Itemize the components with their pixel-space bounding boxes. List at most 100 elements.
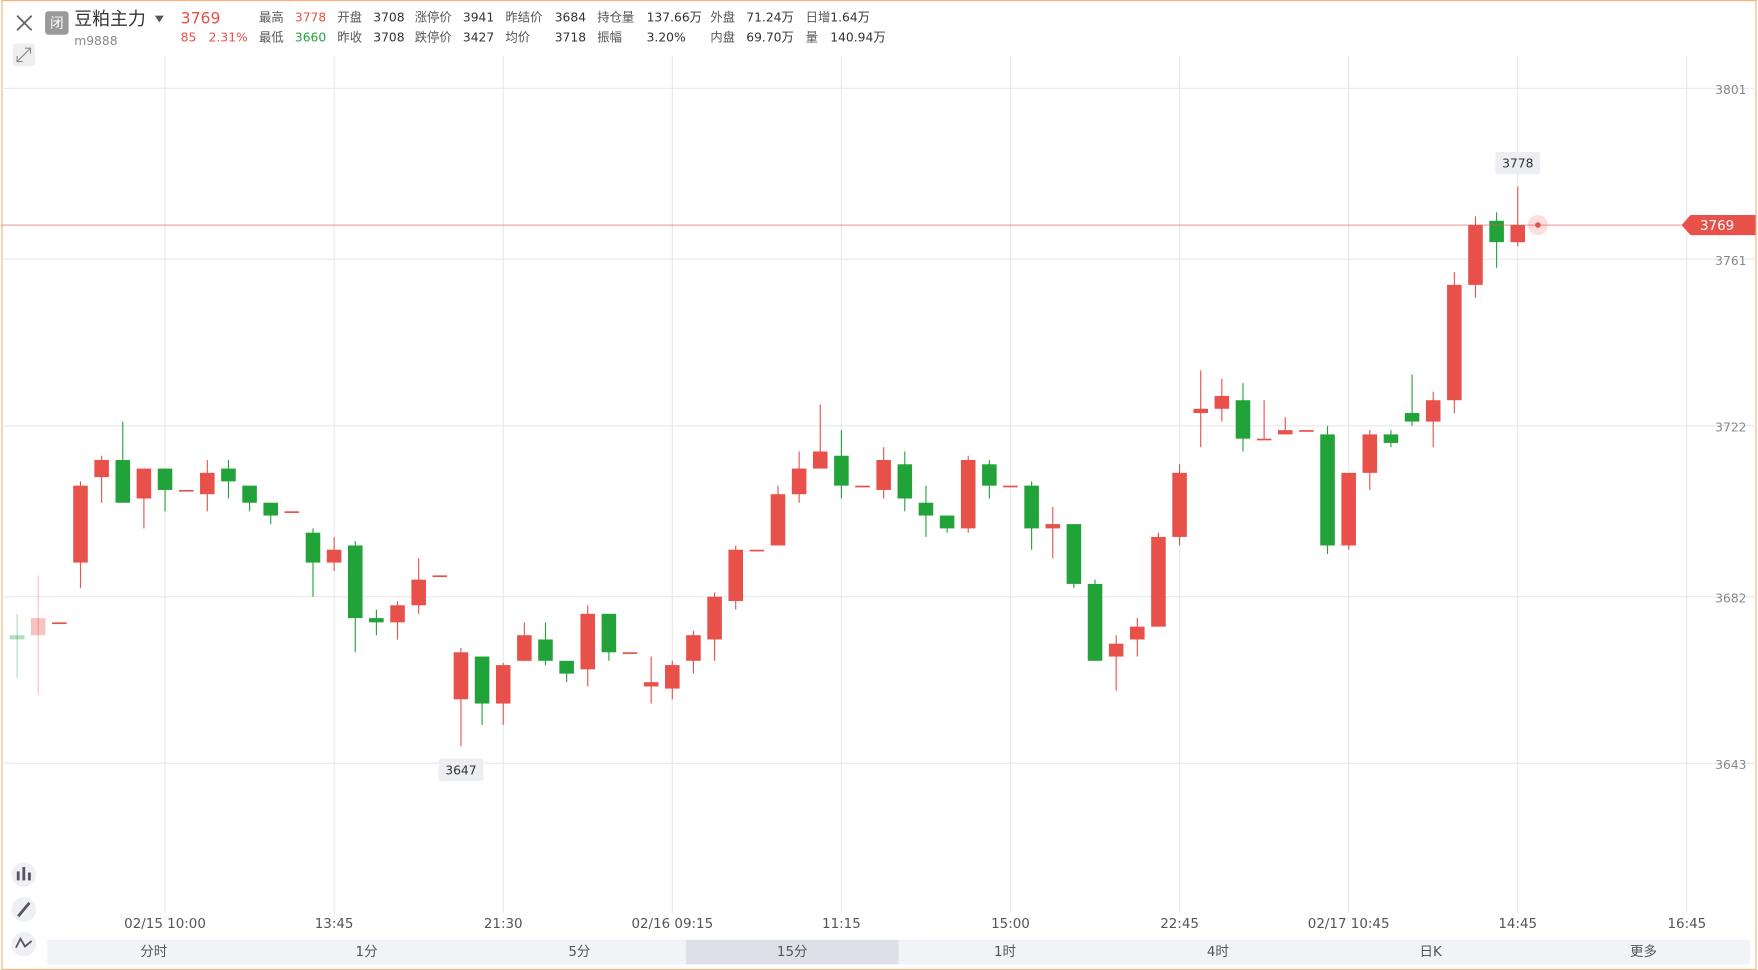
quote-fields: 最高 3778 开盘 3708 涨停价 3941 昨结价 3684 持仓量 137.66万 外盘 71… [259, 9, 886, 44]
candle-body [1383, 434, 1399, 443]
candle-body [918, 502, 934, 516]
candle-body [495, 665, 511, 704]
extreme-label-box [1495, 151, 1541, 175]
field-value: 3.20% [647, 31, 686, 45]
period-tabs: 分时 1分 5分 15分 1时 4时 日K 更多 [47, 939, 1750, 965]
candle-body [728, 549, 743, 602]
x-tick-label: 02/17 10:45 [1308, 917, 1390, 932]
candle-body [1024, 485, 1039, 529]
candle-body [770, 494, 786, 546]
field-value: 140.94万 [830, 31, 885, 45]
y-tick-label: 3722 [1715, 421, 1746, 435]
candle-body [1066, 524, 1082, 584]
plot-area: 3643 3682 3722 3761 3801 02/15 10:00 13:45 21:3… [1, 56, 1757, 932]
candle-body [1214, 395, 1230, 409]
tab[interactable]: 1时 [994, 944, 1016, 960]
candle-body [1003, 485, 1018, 488]
toolbar-icons: 闭 豆粕主力 m9888 3769 85 2.31% [12, 9, 248, 67]
candle-body [897, 464, 913, 499]
candle-body [1045, 524, 1061, 529]
candle-body [517, 635, 532, 661]
field-value: 3427 [463, 31, 494, 45]
candle-body [580, 613, 596, 670]
candle-body [1235, 400, 1251, 439]
extreme-label-box [438, 758, 484, 781]
last-price-label: 3769 [1700, 219, 1734, 234]
candle-body [157, 468, 173, 490]
field-label: 持仓量 [597, 9, 634, 24]
tab[interactable]: 日K [1420, 945, 1443, 960]
candle-body [474, 656, 490, 704]
candle-body [432, 575, 448, 578]
candle-body [1193, 408, 1208, 414]
candle-body [221, 468, 236, 482]
field-label: 最低 [259, 31, 284, 45]
candle-body [876, 460, 891, 490]
candle-body [1299, 430, 1314, 432]
candle-body [1130, 626, 1145, 640]
candle-body [686, 635, 701, 661]
field-label: 量 [806, 31, 818, 45]
last-price-tag [1681, 214, 1756, 236]
close-button[interactable] [16, 15, 33, 31]
side-tools [11, 862, 37, 957]
candle-body [200, 472, 215, 495]
field-label: 最高 [259, 9, 284, 24]
y-tick-label: 3643 [1715, 758, 1746, 772]
candle-body [1256, 438, 1272, 441]
candle-body [115, 460, 131, 503]
candle-body [30, 618, 46, 636]
field-label: 内盘 [710, 30, 735, 45]
candle-body [707, 596, 722, 640]
status-text: 闭 [50, 16, 63, 32]
tool-icon [15, 936, 33, 948]
tab[interactable]: 15分 [777, 944, 808, 960]
candle-body [559, 660, 574, 674]
y-tick-label: 3761 [1715, 254, 1746, 268]
candle-body [52, 622, 67, 625]
last-price-dot [1535, 222, 1541, 228]
x-tick-label: 16:45 [1667, 917, 1706, 932]
tab[interactable]: 1分 [356, 944, 378, 960]
candle-body [94, 460, 109, 478]
tool-icon [16, 866, 31, 881]
x-tick-label: 15:00 [991, 917, 1030, 932]
field-value: 3660 [295, 31, 327, 45]
tab[interactable]: 更多 [1630, 943, 1657, 960]
field-label: 外盘 [710, 9, 735, 24]
contract-code: m9888 [74, 34, 117, 48]
extreme-label: 3647 [445, 763, 476, 777]
candle-body [1172, 472, 1187, 537]
field-label: 振幅 [597, 30, 622, 45]
field-value: 1.64万 [830, 10, 870, 24]
x-tick-label: 22:45 [1160, 917, 1199, 932]
candle-body [812, 451, 828, 469]
candle-body [960, 460, 976, 529]
dropdown-arrow[interactable] [154, 15, 164, 23]
tool-icon [17, 901, 31, 918]
tab[interactable]: 5分 [568, 944, 590, 960]
status-badge [45, 11, 69, 35]
candle-body [791, 468, 807, 495]
candle-body [939, 515, 955, 529]
candle-body [1320, 434, 1335, 546]
field-value: 3708 [373, 10, 404, 24]
candle-body [982, 464, 997, 486]
extreme-label: 3778 [1502, 157, 1533, 171]
candle-body [326, 549, 342, 563]
candle-body [305, 532, 321, 563]
candle-body [242, 485, 257, 503]
field-label: 昨收 [337, 31, 362, 45]
last-price: 3769 [181, 9, 221, 28]
contract-name[interactable]: 豆粕主力 [74, 9, 146, 30]
x-tick-label: 02/16 09:15 [631, 917, 713, 932]
candle-body [136, 468, 152, 499]
tab[interactable]: 4时 [1207, 944, 1229, 960]
candle-body [643, 682, 659, 687]
field-value: 3941 [463, 10, 494, 24]
candle-body [855, 485, 870, 488]
candle-body [1087, 583, 1103, 661]
x-tick-label: 11:15 [822, 917, 861, 932]
tab[interactable]: 分时 [140, 944, 167, 960]
candle-body [1108, 643, 1124, 657]
